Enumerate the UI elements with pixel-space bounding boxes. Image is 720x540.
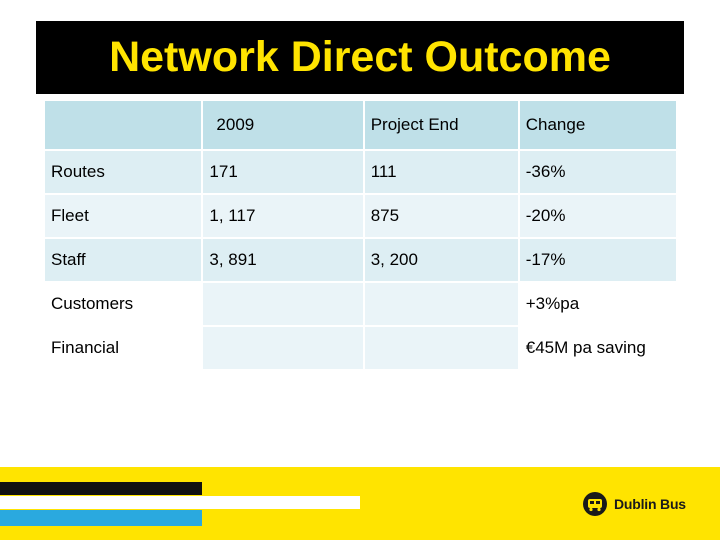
header-cell-empty [45, 101, 202, 149]
row-label: Staff [45, 239, 202, 281]
header-cell-change: Change [519, 101, 676, 149]
table-row: Staff 3, 891 3, 200 -17% [45, 239, 676, 281]
cell-change: +3%pa [519, 283, 676, 325]
row-label: Routes [45, 151, 202, 193]
header-cell-project-end: Project End [364, 101, 518, 149]
table-row: Customers +3%pa [45, 283, 676, 325]
table-row: Routes 171 111 -36% [45, 151, 676, 193]
row-label: Fleet [45, 195, 202, 237]
table-row: Fleet 1, 117 875 -20% [45, 195, 676, 237]
cell-2009 [203, 283, 363, 325]
dublin-bus-logo: Dublin Bus [582, 490, 686, 518]
cell-project-end [364, 327, 518, 369]
footer-stripe-white [0, 496, 360, 509]
cell-project-end: 111 [364, 151, 518, 193]
page-title: Network Direct Outcome [109, 33, 611, 81]
cell-change: -36% [519, 151, 676, 193]
logo-text: Dublin Bus [614, 496, 686, 512]
footer-stripe-black [0, 482, 202, 495]
row-label: Customers [45, 283, 202, 325]
cell-change: -17% [519, 239, 676, 281]
outcome-table: 2009 Project End Change Routes 171 111 -… [43, 99, 678, 371]
cell-change: -20% [519, 195, 676, 237]
cell-2009 [203, 327, 363, 369]
footer-stripe-blue [0, 510, 202, 526]
header-cell-2009: 2009 [203, 101, 363, 149]
cell-project-end [364, 283, 518, 325]
table-row: Financial €45M pa saving [45, 327, 676, 369]
title-bar: Network Direct Outcome [36, 21, 684, 94]
cell-2009: 171 [203, 151, 363, 193]
table-header-row: 2009 Project End Change [45, 101, 676, 149]
cell-project-end: 3, 200 [364, 239, 518, 281]
cell-project-end: 875 [364, 195, 518, 237]
cell-2009: 1, 117 [203, 195, 363, 237]
cell-change: €45M pa saving [519, 327, 676, 369]
row-label: Financial [45, 327, 202, 369]
cell-2009: 3, 891 [203, 239, 363, 281]
dublin-bus-logo-icon [582, 491, 608, 517]
